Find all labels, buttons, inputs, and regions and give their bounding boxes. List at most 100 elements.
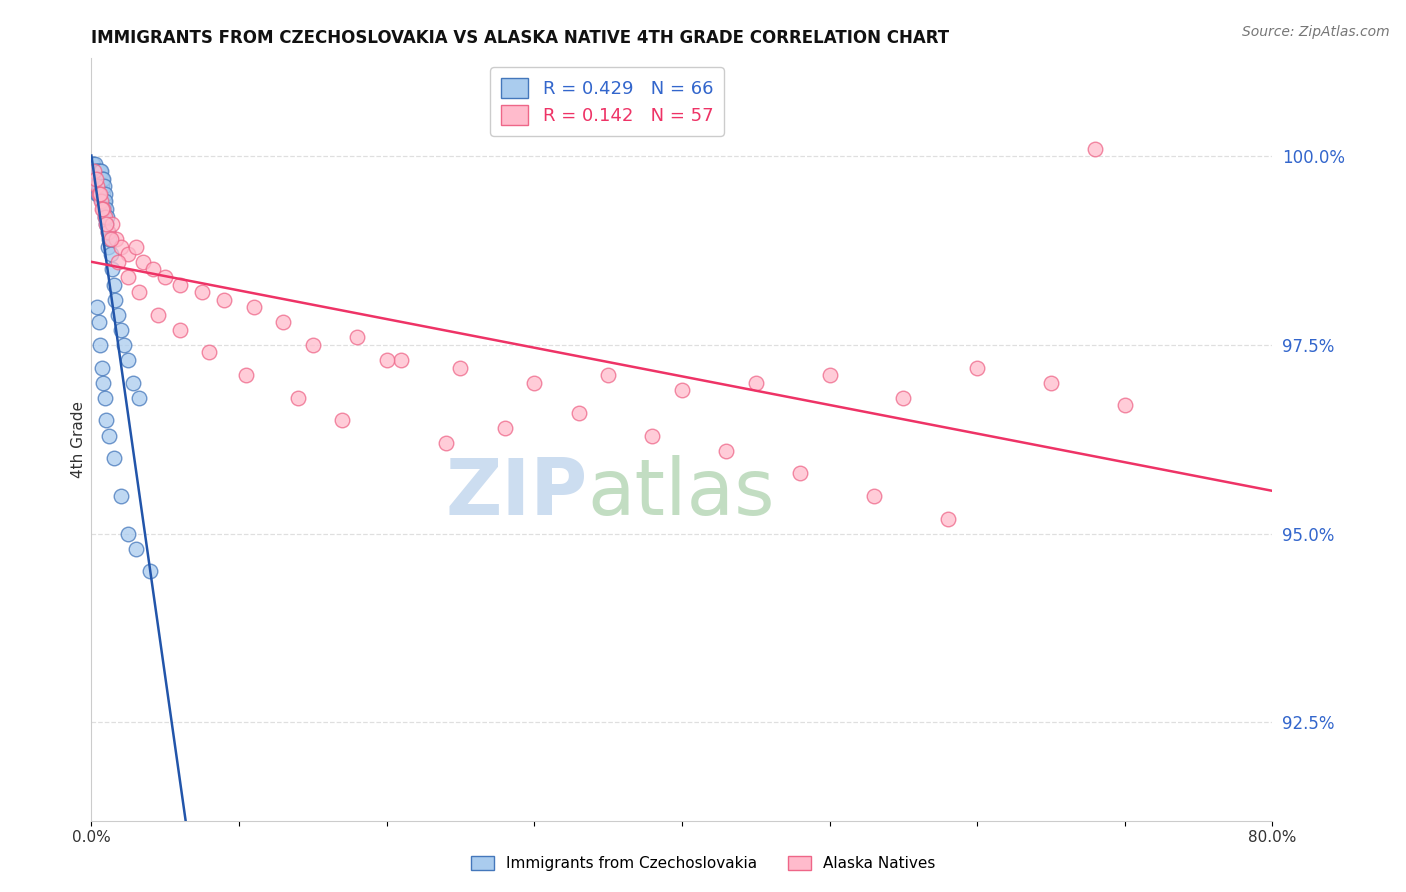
Point bbox=[87, 171, 110, 186]
Point bbox=[153, 269, 177, 284]
Legend: R = 0.429   N = 66, R = 0.142   N = 57: R = 0.429 N = 66, R = 0.142 N = 57 bbox=[491, 67, 724, 136]
Point bbox=[83, 179, 105, 194]
Point bbox=[100, 232, 122, 246]
Point bbox=[110, 240, 132, 254]
Point bbox=[117, 247, 139, 261]
Point bbox=[90, 179, 112, 194]
Point bbox=[191, 285, 214, 299]
Point bbox=[139, 565, 162, 579]
Legend: Immigrants from Czechoslovakia, Alaska Natives: Immigrants from Czechoslovakia, Alaska N… bbox=[465, 850, 941, 877]
Point bbox=[101, 217, 124, 231]
Point bbox=[91, 179, 114, 194]
Point bbox=[90, 194, 112, 209]
Point bbox=[91, 202, 114, 216]
Point bbox=[1040, 376, 1063, 390]
Point bbox=[90, 360, 112, 375]
Point bbox=[84, 157, 107, 171]
Point bbox=[789, 467, 811, 481]
Point bbox=[86, 171, 108, 186]
Point bbox=[117, 526, 139, 541]
Point bbox=[96, 413, 118, 427]
Point bbox=[936, 511, 959, 525]
Point bbox=[1114, 398, 1136, 412]
Point bbox=[96, 202, 118, 216]
Point bbox=[818, 368, 841, 383]
Point bbox=[84, 179, 107, 194]
Point bbox=[273, 315, 295, 329]
Point bbox=[128, 391, 150, 405]
Point bbox=[893, 391, 915, 405]
Point bbox=[494, 421, 516, 435]
Point bbox=[97, 225, 120, 239]
Point bbox=[117, 269, 139, 284]
Point bbox=[450, 360, 472, 375]
Point bbox=[567, 406, 591, 420]
Point bbox=[107, 255, 129, 269]
Point bbox=[87, 186, 110, 201]
Point bbox=[105, 232, 128, 246]
Text: Source: ZipAtlas.com: Source: ZipAtlas.com bbox=[1241, 25, 1389, 39]
Point bbox=[132, 255, 155, 269]
Point bbox=[89, 186, 111, 201]
Point bbox=[86, 300, 108, 314]
Point bbox=[169, 277, 191, 292]
Point bbox=[87, 315, 110, 329]
Point bbox=[110, 323, 132, 337]
Point bbox=[332, 413, 354, 427]
Point bbox=[94, 210, 117, 224]
Point bbox=[346, 330, 368, 344]
Point bbox=[91, 171, 114, 186]
Point bbox=[110, 489, 132, 503]
Point bbox=[90, 164, 112, 178]
Point bbox=[93, 391, 115, 405]
Point bbox=[90, 171, 112, 186]
Point bbox=[103, 451, 125, 466]
Point bbox=[142, 262, 165, 277]
Point bbox=[523, 376, 546, 390]
Point bbox=[103, 277, 125, 292]
Point bbox=[100, 247, 122, 261]
Point bbox=[82, 164, 104, 178]
Point bbox=[89, 171, 111, 186]
Point bbox=[198, 345, 221, 359]
Point bbox=[96, 217, 118, 231]
Y-axis label: 4th Grade: 4th Grade bbox=[70, 401, 86, 478]
Point bbox=[89, 186, 111, 201]
Point bbox=[86, 179, 108, 194]
Point bbox=[86, 186, 108, 201]
Point bbox=[235, 368, 257, 383]
Point bbox=[214, 293, 236, 307]
Point bbox=[91, 202, 114, 216]
Point bbox=[86, 164, 108, 178]
Point bbox=[83, 171, 105, 186]
Point bbox=[862, 489, 886, 503]
Point bbox=[124, 240, 148, 254]
Point bbox=[91, 186, 114, 201]
Point bbox=[598, 368, 620, 383]
Point bbox=[434, 436, 457, 450]
Point bbox=[301, 338, 323, 352]
Point bbox=[94, 217, 117, 231]
Point bbox=[98, 232, 121, 246]
Point bbox=[101, 262, 124, 277]
Point bbox=[89, 164, 111, 178]
Point bbox=[90, 186, 112, 201]
Point bbox=[1084, 142, 1107, 156]
Point bbox=[117, 353, 139, 368]
Point bbox=[641, 428, 664, 442]
Point bbox=[82, 157, 104, 171]
Point bbox=[146, 308, 169, 322]
Point bbox=[169, 323, 191, 337]
Point bbox=[83, 164, 105, 178]
Point bbox=[375, 353, 398, 368]
Point bbox=[84, 164, 107, 178]
Point bbox=[89, 338, 111, 352]
Point bbox=[287, 391, 309, 405]
Text: ZIP: ZIP bbox=[446, 455, 588, 531]
Point bbox=[84, 171, 107, 186]
Point bbox=[745, 376, 768, 390]
Point bbox=[97, 225, 120, 239]
Point bbox=[82, 157, 104, 171]
Point bbox=[82, 171, 104, 186]
Point bbox=[93, 202, 115, 216]
